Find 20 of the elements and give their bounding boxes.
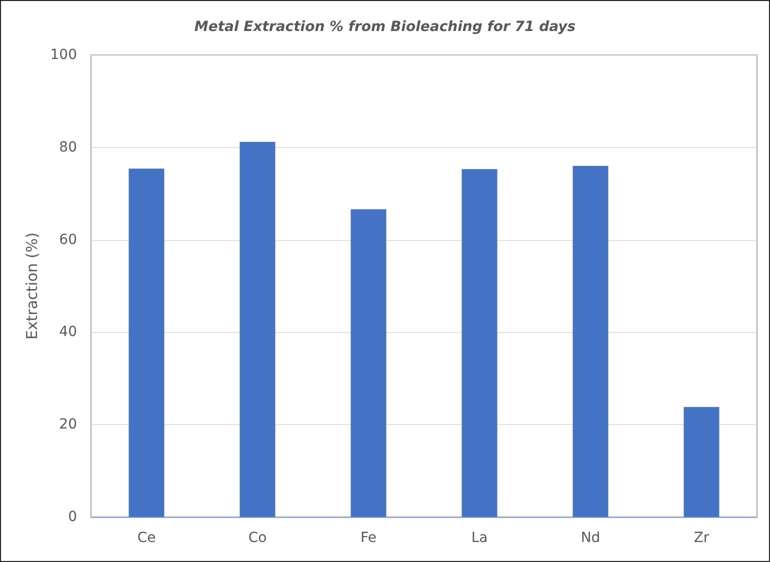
y-tick-label: 100 [50, 47, 77, 63]
bar [350, 209, 386, 517]
bar [462, 169, 498, 517]
y-axis-title: Extraction (%) [22, 232, 41, 340]
bar [572, 166, 608, 517]
x-tick-label: Co [248, 530, 267, 546]
chart-title: Metal Extraction % from Bioleaching for 71 days [194, 19, 576, 35]
y-tick-label: 40 [59, 324, 77, 340]
y-tick-label: 0 [68, 509, 77, 525]
y-tick-label: 60 [59, 232, 77, 248]
x-tick-label: Ce [137, 530, 156, 546]
y-tick-label: 80 [59, 139, 77, 156]
x-tick-label: Nd [580, 530, 600, 546]
bar [240, 142, 276, 517]
y-tick-label: 20 [59, 416, 77, 433]
bar [128, 168, 164, 517]
x-tick-label: La [471, 530, 488, 546]
x-tick-label: Zr [694, 530, 710, 546]
bar [684, 407, 720, 517]
x-tick-label: Fe [360, 530, 376, 546]
